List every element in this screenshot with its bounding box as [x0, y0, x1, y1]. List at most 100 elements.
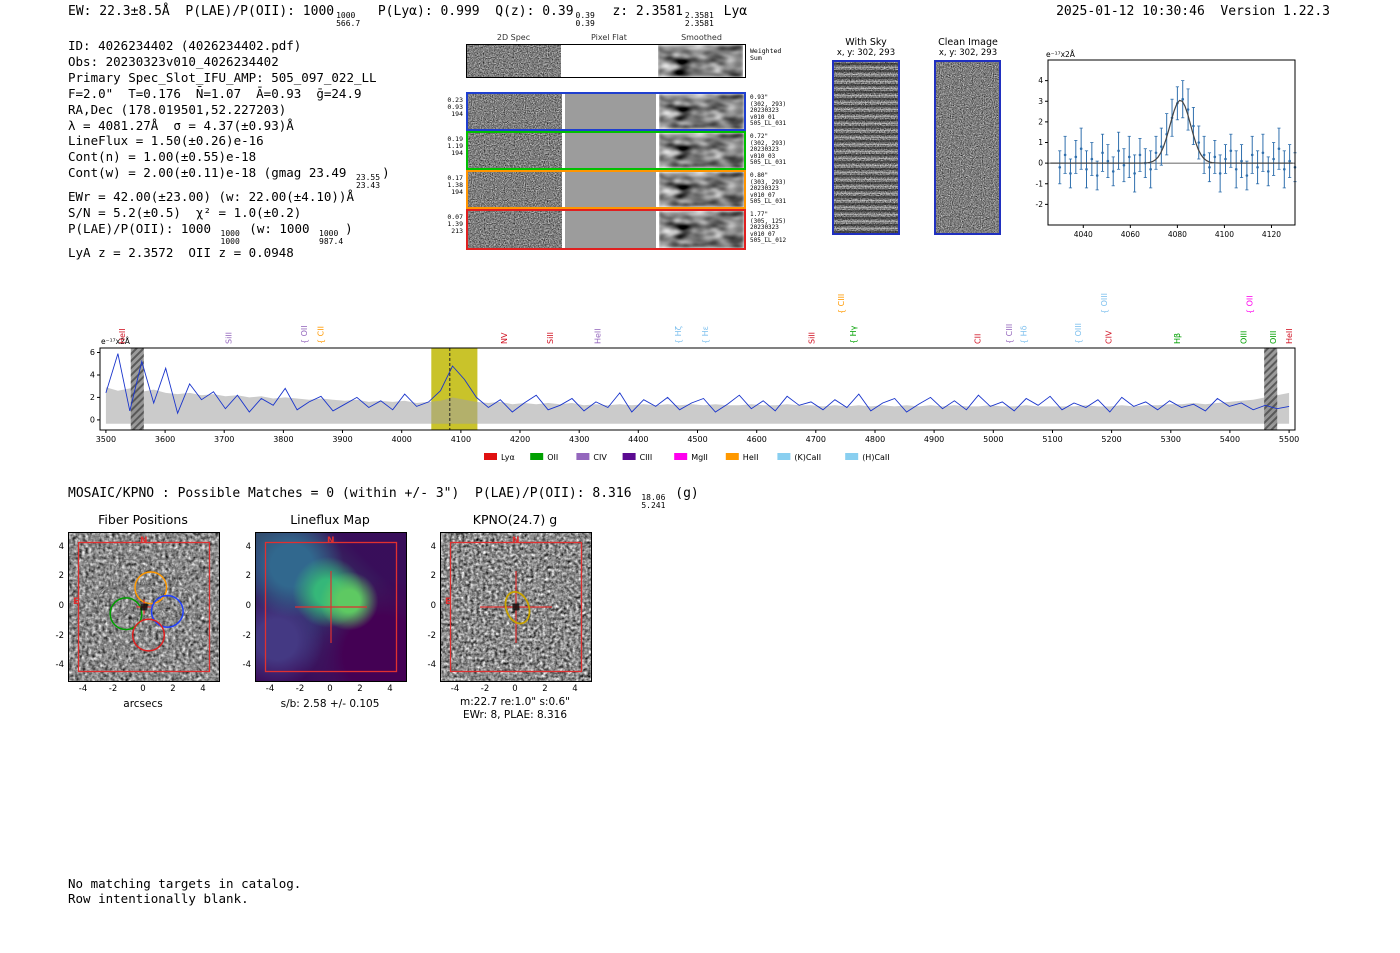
source-ellipse — [504, 591, 531, 625]
emission-line-label: { CIII — [1005, 324, 1014, 344]
tick-label: 6 — [90, 348, 95, 357]
clean-image-title: Clean Image — [938, 37, 998, 48]
smoothed-texture — [659, 172, 744, 207]
cutout-right-labels-row0: Weighted Sum — [750, 47, 782, 63]
tick-label: 2 — [430, 571, 436, 582]
2d-spec-texture — [467, 45, 561, 77]
stacked-fraction: 0.39 0.39 — [575, 11, 595, 28]
lineflux-map-caption: s/b: 2.58 +/- 0.105 — [280, 698, 380, 710]
pixel-flat-blank — [564, 45, 655, 77]
with-sky-texture — [834, 62, 898, 233]
text-segment: (g) — [667, 486, 699, 501]
text-segment: ) — [345, 221, 353, 237]
tick-label: -4 — [242, 660, 251, 671]
tick-label: -2 — [108, 684, 118, 694]
full-spectrum-chart: 3500 3600 3700 3800 3900 4000 4100 4200 4300 4400… — [90, 293, 1299, 462]
tick-label: 4 — [245, 541, 251, 552]
center-mark — [140, 603, 148, 611]
smoothed-texture — [659, 211, 744, 248]
lineflux-map-panel: N — [255, 532, 407, 682]
legend-swatch — [725, 453, 739, 460]
kpno-g-overlay — [449, 541, 583, 673]
zoom-chart-ylabel: e⁻¹⁷x2Å — [1046, 50, 1075, 59]
tick-label: 2 — [58, 571, 64, 582]
fiber-positions-panel: N E — [68, 532, 220, 682]
info-line: F=2.0" T=0.176 N̄=1.07 Ā=0.93 ḡ=24.9 — [68, 86, 390, 102]
emission-line-label: CII — [973, 334, 982, 344]
info-block: ID: 4026234402 (4026234402.pdf) Obs: 2023… — [68, 38, 390, 261]
tick-label: 4100 — [1215, 230, 1234, 239]
stacked-fraction: 1000 566.7 — [336, 11, 361, 28]
emission-line-label: { Hγ — [849, 325, 858, 344]
smoothed-texture — [659, 94, 744, 129]
emission-line-label: { OIII — [1100, 293, 1109, 314]
tick-label: 4 — [1038, 76, 1043, 85]
legend-swatch — [484, 453, 497, 460]
text-segment: Lyα — [715, 4, 748, 19]
lineflux-map-overlay — [264, 541, 398, 673]
stacked-fraction: 2.3581 2.3581 — [684, 11, 714, 28]
tick-label: 5100 — [1042, 435, 1062, 444]
text-segment: F=2.0" T=0.176 N̄=1.07 Ā=0.93 ḡ=24.9 — [68, 85, 362, 101]
emission-line-label: OIII — [1240, 331, 1249, 344]
tick-label: -2 — [242, 630, 251, 641]
cutout-left-labels-exp4: 0.07 1.39 213 — [447, 213, 463, 236]
tick-label: 0 — [1038, 159, 1043, 168]
legend-label: MgII — [691, 453, 708, 462]
tick-label: 0 — [327, 684, 333, 694]
tick-label: 3700 — [214, 435, 234, 444]
tick-label: 4400 — [628, 435, 648, 444]
text-segment: LineFlux = 1.50(±0.26)e-16 — [68, 133, 264, 149]
tick-label: -4 — [427, 660, 436, 671]
north-label: N — [327, 536, 335, 546]
smoothed-texture — [658, 45, 743, 77]
tick-label: 4040 — [1074, 230, 1093, 239]
tick-label: -2 — [480, 684, 490, 694]
mosaic-summary: MOSAIC/KPNO : Possible Matches = 0 (with… — [68, 486, 699, 509]
legend-label: CIV — [593, 453, 607, 462]
text-segment: LyA z = 2.3572 OII z = 0.0948 — [68, 245, 294, 261]
smoothed-texture — [659, 133, 744, 168]
tick-label: -2 — [427, 630, 436, 641]
cutout-left-labels-exp2: 0.19 1.19 194 — [447, 135, 463, 158]
info-line: EWr = 42.00(±23.00) (w: 22.00(±4.10))Å — [68, 189, 390, 205]
text-segment: ID: 4026234402 (4026234402.pdf) — [68, 38, 302, 53]
emission-line-label: { OII — [1245, 295, 1254, 314]
emission-line-label: CIV — [1105, 330, 1114, 344]
legend-label: (H)CaII — [862, 453, 889, 462]
emission-line-label: { Hζ — [674, 326, 683, 344]
2d-spec-texture — [468, 211, 562, 248]
info-line: Primary Spec_Slot_IFU_AMP: 505_097_022_L… — [68, 70, 390, 86]
with-sky-coords: x, y: 302, 293 — [836, 48, 896, 58]
tick-label: 3800 — [273, 435, 293, 444]
cutout-right-labels-exp1: 0.93" (302, 293) 20230323 v010_01 505_LL… — [750, 94, 787, 128]
tick-label: 4 — [387, 684, 393, 694]
col-header-2d-spec: 2D Spec — [496, 33, 531, 42]
text-segment: (w: 1000 — [241, 221, 318, 237]
tick-label: 0 — [512, 684, 518, 694]
tick-label: 4000 — [392, 435, 412, 444]
cutout-left-labels-exp3: 0.17 1.38 194 — [447, 174, 463, 197]
text-segment: EWr = 42.00(±23.00) (w: 22.00(±4.10))Å — [68, 189, 354, 205]
cutout-right-labels-exp3: 0.80" (303, 293) 20230323 v010_07 505_LL… — [750, 172, 787, 206]
cutout-row-exp1 — [466, 92, 746, 131]
pixel-flat-texture — [565, 211, 656, 248]
pixel-flat-texture — [565, 94, 656, 129]
text-segment: S/N = 5.2(±0.5) χ² = 1.0(±0.2) — [68, 205, 302, 221]
footer-notes: No matching targets in catalog. Row inte… — [68, 876, 302, 906]
header-timestamp-version: 2025-01-12 10:30:46 Version 1.22.3 — [1056, 4, 1330, 19]
tick-label: 2 — [170, 684, 176, 694]
info-line: LyA z = 2.3572 OII z = 0.0948 — [68, 245, 390, 261]
cutout-right-labels-exp4: 1.77" (305, 125) 20230323 v010_07 505_LL… — [750, 211, 787, 245]
tick-label: -2 — [295, 684, 305, 694]
stacked-fraction: 23.55 23.43 — [355, 173, 381, 190]
tick-label: 4300 — [569, 435, 589, 444]
tick-label: -4 — [265, 684, 275, 694]
tick-label: 5200 — [1101, 435, 1121, 444]
tick-label: -4 — [78, 684, 88, 694]
north-label: N — [512, 536, 520, 546]
cutout-row-exp4 — [466, 209, 746, 250]
tick-label: 4 — [430, 541, 436, 552]
fiber-positions-title: Fiber Positions — [98, 512, 188, 527]
col-header-smoothed: Smoothed — [681, 33, 722, 42]
